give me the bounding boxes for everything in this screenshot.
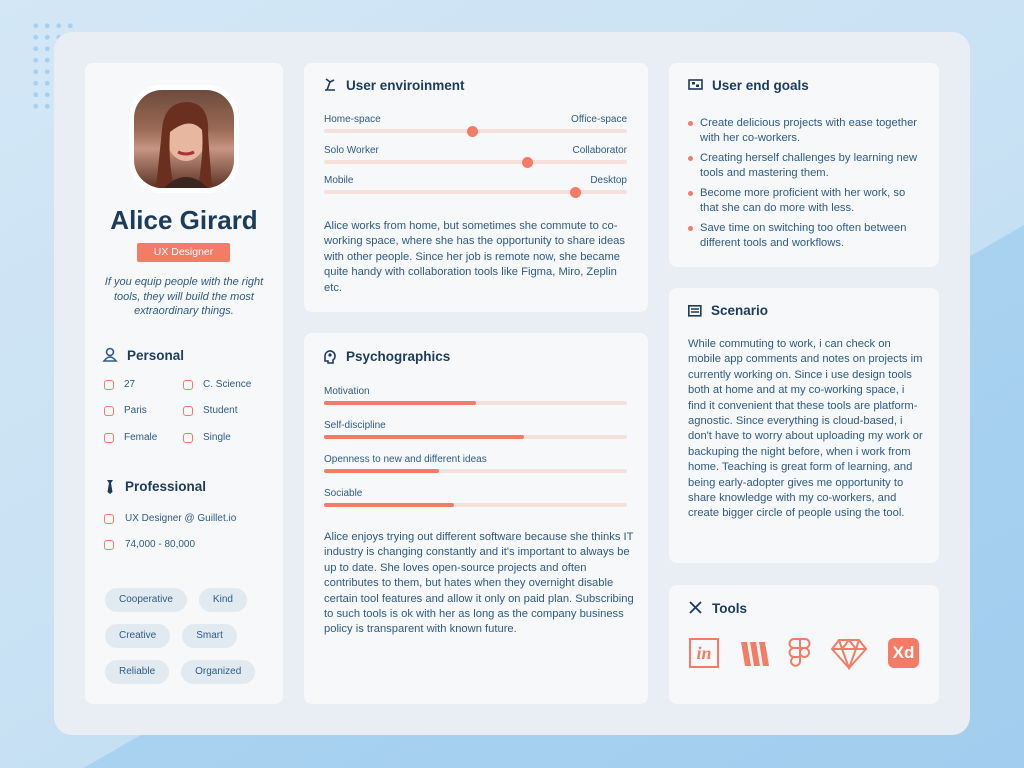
goals-title: User end goals [712,78,809,93]
slider-track [324,125,627,137]
bar-label: Sociable [324,488,363,499]
persona-name: Alice Girard [110,205,258,235]
personal-icon [102,347,118,362]
quote: If you equip people with the right tools… [104,276,264,317]
slider-right-label: Desktop [590,175,627,186]
slider-thumb [569,186,581,198]
trait-tag: Organized [181,660,256,684]
personal-icon [183,380,193,390]
avatar [129,85,239,193]
environment-title: User enviroinment [346,78,465,93]
psychographics-card [304,333,648,704]
bar-fill [324,401,476,405]
environment-text: Alice works from home, but sometimes she… [324,220,625,294]
slider-track [324,156,627,168]
goal-bullet [688,156,693,161]
bar-label: Openness to new and different ideas [324,454,487,465]
trait-tag: Creative [105,624,171,648]
bar-fill [324,435,524,439]
slider-thumb [466,125,478,137]
psychographics-icon [324,350,336,364]
bar-track [324,435,627,439]
trait-tag: Kind [198,588,247,612]
bar-label: Self-discipline [324,420,386,431]
trait-tag: Reliable [105,660,170,684]
professional-item: 74,000 - 80,000 [125,539,196,550]
bar-fill [324,503,455,507]
goal-bullet [688,191,693,196]
professional-icon [104,514,114,524]
slider-left-label: Solo Worker [324,145,379,156]
scenario-title: Scenario [711,303,769,318]
role-badge: UX Designer [137,243,230,262]
personal-item: Paris [124,405,147,416]
personal-item: 27 [124,379,136,390]
psychographics-title: Psychographics [346,349,451,364]
slider-track [324,186,627,198]
avatar-art [156,102,212,188]
bar-fill [324,469,440,473]
tools-title: Tools [712,601,747,616]
personal-icon [183,406,193,416]
personal-title: Personal [127,348,185,363]
trait-tag: Cooperative [105,588,187,612]
professional-item: UX Designer @ Guillet.io [125,513,237,524]
tools-icon [689,601,702,614]
slider-left-label: Home-space [324,114,381,125]
personal-icon [183,433,193,443]
environment-card [304,63,648,312]
scenario-icon [688,305,702,317]
goal-item: Create delicious projects with ease toge… [700,117,918,145]
personal-item: Female [124,432,158,443]
invision-logo: in [689,638,719,668]
goal-item: Creating herself challenges by learning … [700,152,918,180]
miro-logo [741,642,769,666]
personal-item: C. Science [203,379,252,390]
professional-icon [107,480,113,494]
personal-icon [104,433,114,443]
bar-track [324,503,627,507]
bar-track [324,401,627,405]
personal-icon [104,380,114,390]
professional-icon [104,540,114,550]
trait-tag: Smart [182,624,237,648]
slider-left-label: Mobile [324,175,354,186]
goal-item: Save time on switching too often between… [700,222,907,250]
scenario-text: While commuting to work, i can check on … [688,338,923,520]
professional-title: Professional [125,479,207,494]
personal-item: Single [203,432,231,443]
personal-item: Student [203,405,238,416]
scenario-card [669,288,939,563]
goal-item: Become more proficient with her work, so… [700,187,906,215]
slider-right-label: Office-space [571,114,627,125]
personal-icon [104,406,114,416]
goals-card [669,63,939,267]
bar-label: Motivation [324,386,370,397]
environment-icon [325,78,335,91]
sketch-logo [830,638,868,670]
traits: Cooperative Kind Creative Smart Reliable Orga… [105,588,275,696]
figma-logo [788,638,811,667]
slider-thumb [521,156,533,168]
psychographics-text: Alice enjoys trying out different softwa… [324,531,634,636]
bar-track [324,469,627,473]
goals-icon [688,79,703,90]
goal-bullet [688,121,693,126]
xd-logo: Xd [888,638,919,668]
goal-bullet [688,226,693,231]
slider-right-label: Collaborator [572,145,627,156]
